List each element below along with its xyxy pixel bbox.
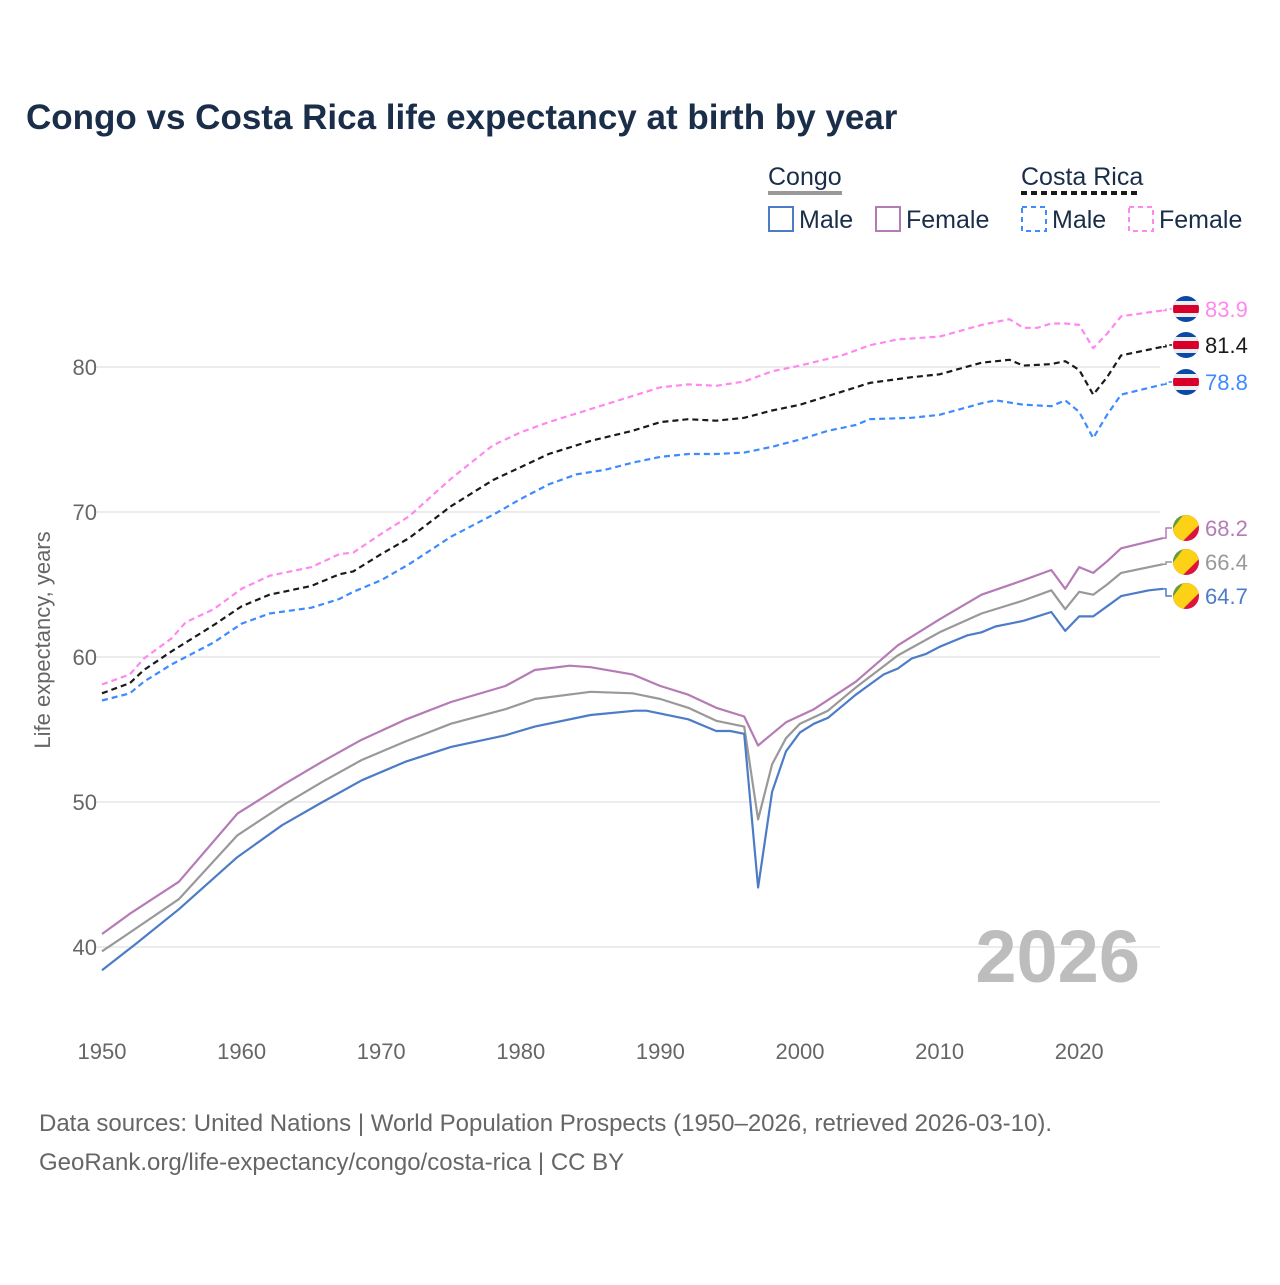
x-tick-label: 2000 [776,1039,825,1064]
congo-flag-icon [1173,515,1199,541]
end-label-leader [1162,561,1172,565]
legend-costa-rica-female-swatch[interactable] [1128,206,1154,232]
end-value-label: 68.2 [1205,516,1248,541]
end-value-label: 78.8 [1205,370,1248,395]
costa-rica-flag-icon [1173,332,1199,358]
end-label-leader [1162,344,1172,348]
legend-costa-rica-male-swatch[interactable] [1021,206,1047,232]
series-line-congo [101,563,1164,953]
end-label-leader [1162,588,1172,597]
y-tick-label: 60 [73,645,97,670]
end-labels: 83.9 81.4 78.8 68.2 66.4 64.7 [1162,296,1248,609]
costa-rica-flag-icon [1173,296,1199,322]
x-tick-label: 1960 [217,1039,266,1064]
legend-congo-male-label[interactable]: Male [799,206,853,234]
x-tick-label: 1970 [357,1039,406,1064]
end-label-leader [1162,381,1172,386]
series-line-congo-female [101,537,1164,935]
costa-rica-flag-icon [1173,369,1199,395]
y-tick-label: 50 [73,790,97,815]
end-label-leader [1162,308,1172,312]
legend-congo-female-swatch[interactable] [875,206,901,232]
year-watermark: 2026 [975,915,1140,998]
legend-congo-male-swatch[interactable] [768,206,794,232]
x-tick-label: 2020 [1055,1039,1104,1064]
x-tick-label: 1950 [78,1039,127,1064]
congo-flag-icon [1173,583,1199,609]
gridlines [95,366,1160,948]
series-line-costa-rica [101,345,1164,695]
legend-group-costa-rica: Costa Rica [1021,163,1143,191]
y-tick-label: 70 [73,500,97,525]
series-lines [101,309,1164,972]
end-value-label: 81.4 [1205,333,1248,358]
legend-costa-rica-male-label[interactable]: Male [1052,206,1106,234]
footer-sources: Data sources: United Nations | World Pop… [39,1110,1052,1137]
end-value-label: 66.4 [1205,550,1248,575]
legend-costa-rica-female-label[interactable]: Female [1159,206,1242,234]
y-tick-label: 40 [73,935,97,960]
y-axis-ticks: 40 50 60 70 80 [73,355,97,960]
legend-group-congo: Congo [768,163,842,191]
legend-congo-female-label[interactable]: Female [906,206,989,234]
footer-link[interactable]: GeoRank.org/life-expectancy/congo/costa-… [39,1149,624,1176]
x-axis-ticks: 1950 1960 1970 1980 1990 2000 2010 2020 [78,1039,1104,1064]
x-tick-label: 1990 [636,1039,685,1064]
legend: Congo Male Female Costa Rica Male Female [768,163,1242,234]
series-line-costa-rica-male [101,383,1164,702]
y-axis-label: Life expectancy, years [30,531,55,748]
chart-title: Congo vs Costa Rica life expectancy at b… [26,98,898,137]
congo-flag-icon [1173,549,1199,575]
y-tick-label: 80 [73,355,97,380]
x-tick-label: 2010 [915,1039,964,1064]
end-value-label: 64.7 [1205,584,1248,609]
series-line-congo-male [101,587,1164,972]
x-tick-label: 1980 [496,1039,545,1064]
end-value-label: 83.9 [1205,297,1248,322]
end-label-leader [1162,527,1172,539]
